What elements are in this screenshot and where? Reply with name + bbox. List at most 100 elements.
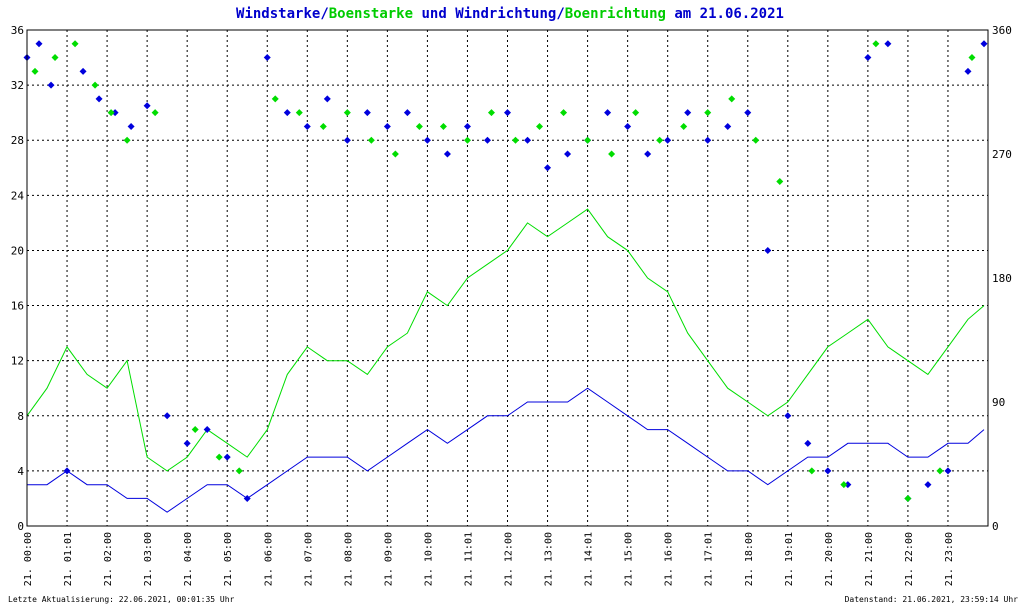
gust_direction-point [656, 136, 664, 144]
wind_direction-point [804, 439, 812, 447]
gust_direction-point [295, 109, 303, 117]
wind_direction-point [884, 40, 892, 48]
wind_direction-point [383, 122, 391, 130]
y-left-tick-label: 36 [11, 24, 24, 37]
x-tick-label: 21. 13:00 [544, 532, 555, 586]
gust_direction-point [840, 481, 848, 489]
x-tick-label: 21. 01:01 [63, 532, 74, 586]
x-tick-label: 21. 00:00 [23, 532, 34, 586]
gust_direction-point [123, 136, 131, 144]
wind_direction-point [704, 136, 712, 144]
wind_direction-point [744, 109, 752, 117]
x-tick-label: 21. 12:00 [504, 532, 515, 586]
x-tick-label: 21. 19:01 [784, 532, 795, 586]
gust_direction-point [487, 109, 495, 117]
gust_direction-point [584, 136, 592, 144]
title-wind-speed: Windstarke [236, 6, 320, 22]
wind_direction-point [343, 136, 351, 144]
wind_direction-point [483, 136, 491, 144]
gust_direction-point [752, 136, 760, 144]
x-tick-label: 21. 05:00 [223, 532, 234, 586]
wind_direction-point [203, 426, 211, 434]
wind_direction-point [524, 136, 532, 144]
x-tick-label: 21. 06:00 [263, 532, 274, 586]
gust_direction-point [872, 40, 880, 48]
plot-frame [26, 29, 989, 527]
y-left-tick-label: 32 [11, 79, 24, 92]
x-tick-label: 21. 18:00 [744, 532, 755, 586]
wind_direction-point [980, 40, 988, 48]
gust_direction-point [343, 109, 351, 117]
gust_direction-point [319, 122, 327, 130]
gust_direction-point [391, 150, 399, 158]
wind_direction-point [684, 109, 692, 117]
gust_direction-point [904, 494, 912, 502]
x-tick-label: 21. 08:00 [343, 532, 354, 586]
wind_direction-point [243, 494, 251, 502]
gust_direction-point [968, 54, 976, 62]
wind_direction-point [764, 246, 772, 254]
wind_direction-point [564, 150, 572, 158]
gust_direction-point [608, 150, 616, 158]
x-tick-label: 21. 21:00 [864, 532, 875, 586]
wind_direction-point [47, 81, 55, 89]
x-tick-label: 21. 04:00 [183, 532, 194, 586]
wind_direction-point [283, 109, 291, 117]
gust_direction-point [512, 136, 520, 144]
wind_direction-point [443, 150, 451, 158]
wind_direction-point [79, 67, 87, 75]
y-right-tick-label: 180 [992, 272, 1012, 285]
wind_direction-point [423, 136, 431, 144]
gust_direction-point [151, 109, 159, 117]
footer-data-state: Datenstand: 21.06.2021, 23:59:14 Uhr [845, 595, 1019, 604]
gust_direction-point [463, 136, 471, 144]
x-tick-label: 21. 11:01 [463, 532, 474, 586]
wind_direction-point [263, 54, 271, 62]
title-date: am 21.06.2021 [666, 6, 784, 22]
wind_direction-point [363, 109, 371, 117]
chart-title: Windstarke/Boenstarke und Windrichtung/B… [236, 6, 784, 22]
wind_direction-point [824, 467, 832, 475]
wind_direction-point [924, 481, 932, 489]
wind_direction-point [604, 109, 612, 117]
y-left-tick-label: 28 [11, 134, 24, 147]
gust_speed-line [26, 208, 985, 472]
gust_direction-point [776, 178, 784, 186]
wind_direction-point [784, 412, 792, 420]
title-sep-1: / [320, 6, 328, 22]
title-gust-speed: Boenstarke [329, 6, 413, 22]
wind_direction-point [183, 439, 191, 447]
x-tick-label: 21. 03:00 [143, 532, 154, 586]
x-tick-label: 21. 20:00 [824, 532, 835, 586]
x-tick-label: 21. 02:00 [103, 532, 114, 586]
title-und: und [413, 6, 455, 22]
footer-last-update: Letzte Aktualisierung: 22.06.2021, 00:01… [8, 595, 235, 604]
wind_direction-point [644, 150, 652, 158]
wind_direction-point [624, 122, 632, 130]
wind_direction-point [664, 136, 672, 144]
gust_direction-point [415, 122, 423, 130]
x-tick-label: 21. 17:01 [704, 532, 715, 586]
x-tick-label: 21. 14:01 [584, 532, 595, 586]
y-left-tick-label: 20 [11, 244, 24, 257]
wind_direction-point [504, 109, 511, 117]
gust_direction-point [632, 109, 640, 117]
wind_direction-point [143, 102, 151, 110]
wind_direction-point [63, 467, 71, 475]
wind_direction-point [844, 481, 852, 489]
gust_direction-point [91, 81, 99, 89]
y-left-tick-label: 24 [11, 189, 25, 202]
wind_direction-point [944, 467, 952, 475]
wind_direction-point [303, 122, 311, 130]
wind_direction-point [323, 95, 331, 103]
y-left-tick-label: 0 [17, 520, 24, 533]
x-tick-label: 21. 07:00 [303, 532, 314, 586]
series-layer [23, 40, 988, 513]
gust_direction-point [680, 122, 688, 130]
x-tick-label: 21. 09:00 [383, 532, 394, 586]
gust_direction-point [704, 109, 712, 117]
y-left-tick-label: 8 [17, 410, 24, 423]
wind_direction-point [223, 453, 231, 461]
